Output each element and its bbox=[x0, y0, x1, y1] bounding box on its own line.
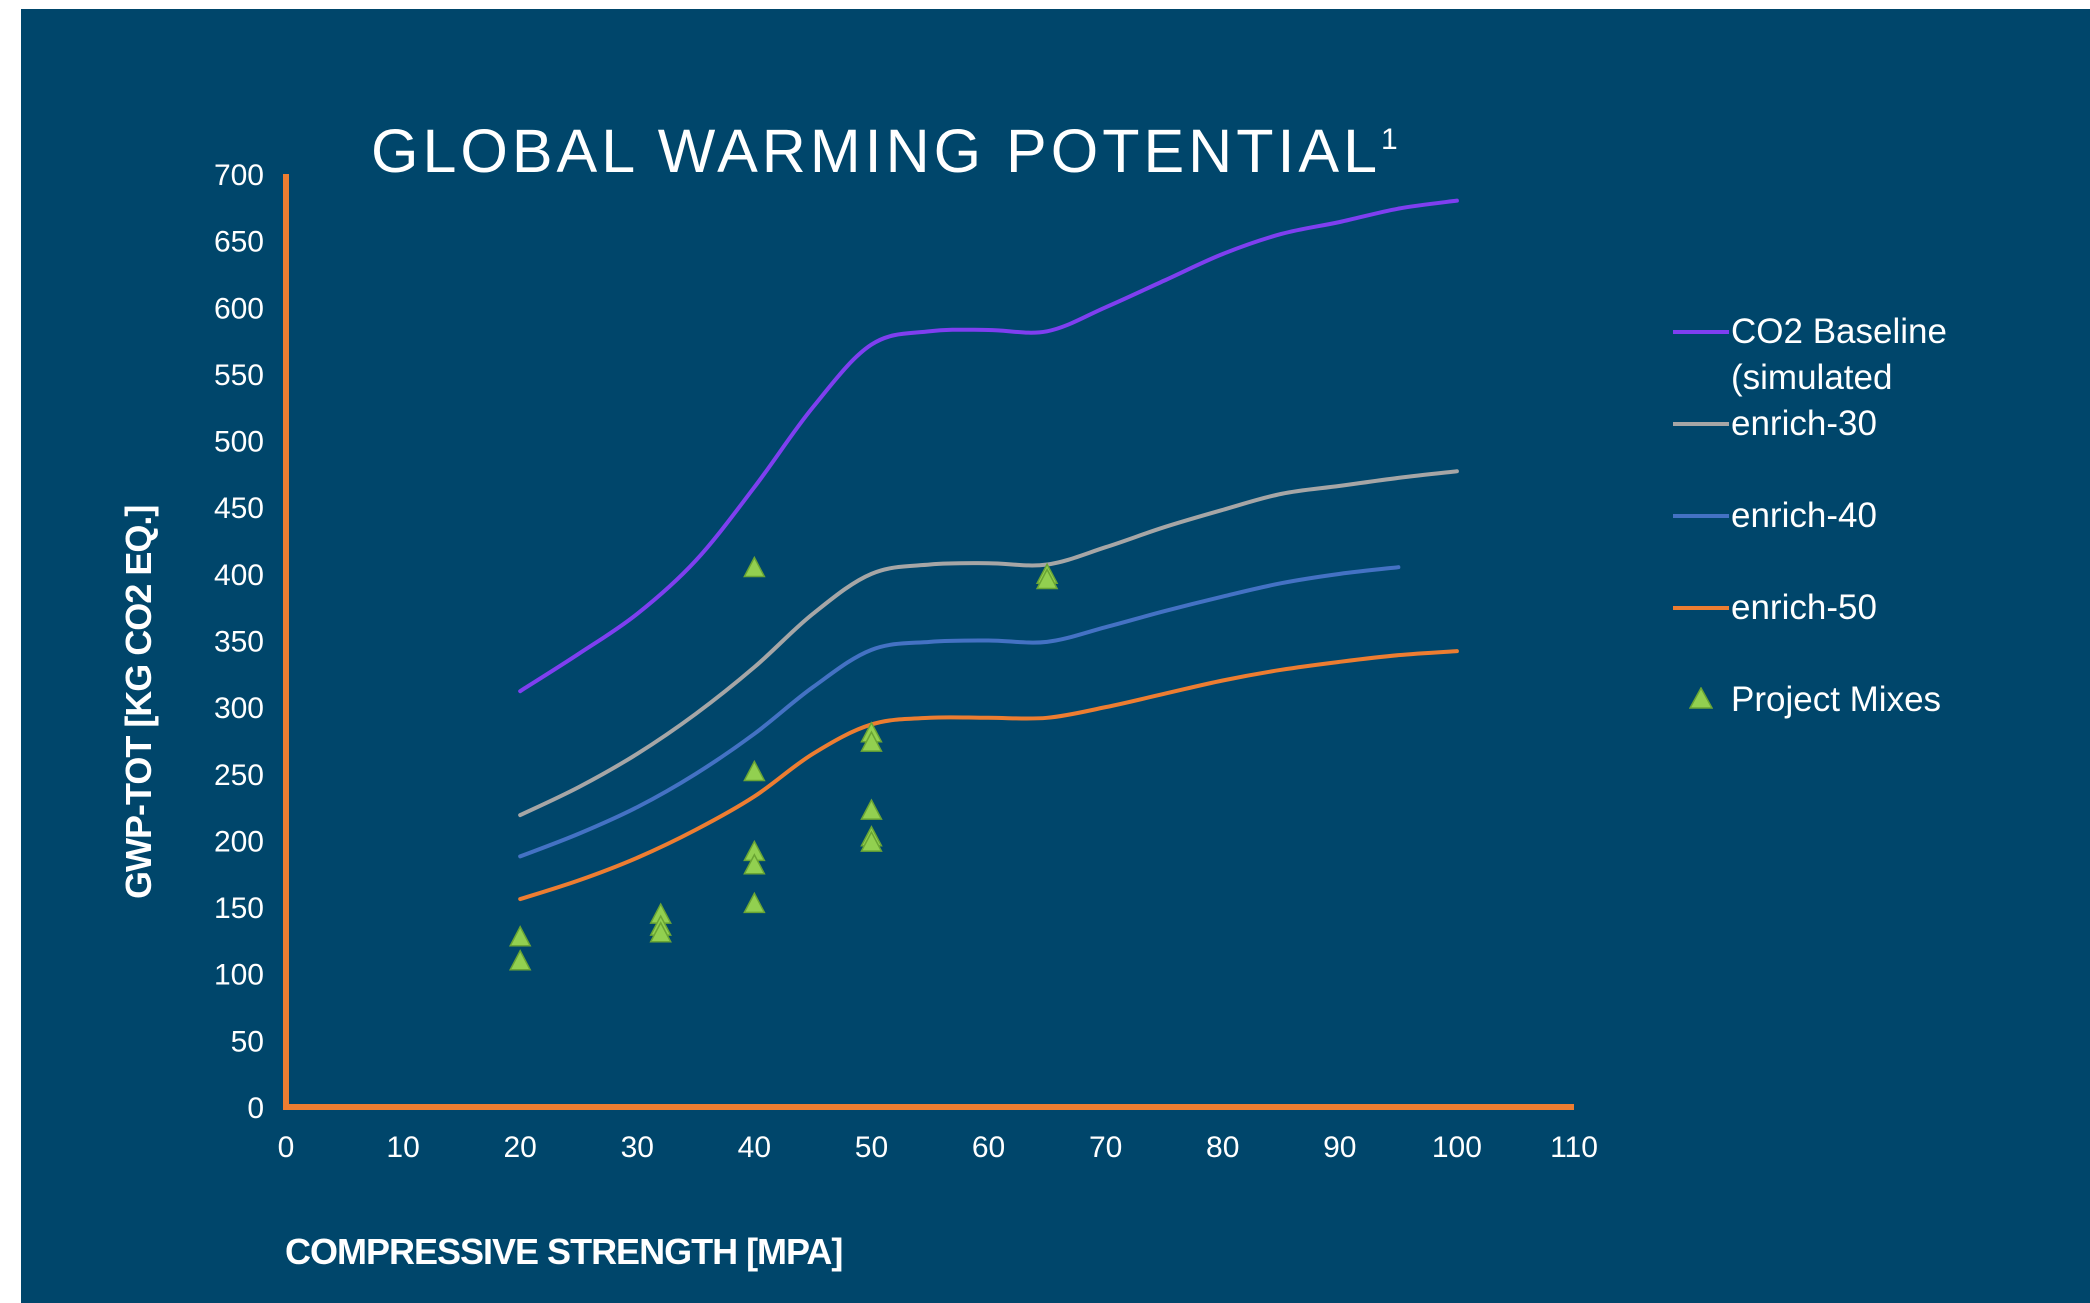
legend-label-project-mixes: Project Mixes bbox=[1731, 680, 1942, 719]
project-mix-point bbox=[860, 830, 883, 852]
project-mix-point bbox=[743, 853, 766, 875]
x-tick-label: 70 bbox=[1089, 1131, 1122, 1164]
legend-label-enrich-30: enrich-30 bbox=[1731, 404, 1877, 443]
chart-plot: 0501001502002503003504004505005506006507… bbox=[214, 159, 1598, 1164]
project-mix-point bbox=[508, 925, 532, 947]
x-tick-label: 40 bbox=[738, 1131, 771, 1164]
project-mix-point bbox=[508, 949, 532, 971]
tick-labels: 0501001502002503003504004505005506006507… bbox=[214, 159, 1598, 1164]
series-lines bbox=[518, 198, 1459, 902]
y-tick-label: 550 bbox=[214, 359, 264, 392]
y-tick-label: 0 bbox=[247, 1092, 264, 1125]
series-line-enrich-40 bbox=[518, 565, 1401, 859]
legend-swatch-project-mixes bbox=[1689, 687, 1713, 709]
legend-label-co2-baseline: CO2 Baseline (simulated bbox=[1731, 312, 1947, 397]
y-tick-label: 250 bbox=[214, 759, 264, 792]
x-tick-label: 20 bbox=[503, 1131, 536, 1164]
series-line-enrich-50 bbox=[518, 649, 1459, 902]
x-tick-label: 110 bbox=[1550, 1131, 1598, 1164]
y-tick-label: 650 bbox=[214, 226, 264, 259]
y-tick-label: 450 bbox=[214, 492, 264, 525]
y-tick-label: 350 bbox=[214, 626, 264, 659]
axes bbox=[283, 174, 1574, 1110]
title-superscript: 1 bbox=[1381, 123, 1398, 156]
legend-swatch-enrich-50 bbox=[1673, 606, 1729, 610]
legend-label-enrich-50: enrich-50 bbox=[1731, 588, 1877, 627]
y-tick-label: 50 bbox=[231, 1025, 264, 1058]
y-tick-label: 400 bbox=[214, 559, 264, 592]
x-tick-label: 50 bbox=[855, 1131, 888, 1164]
slide-background: 0 50 100 150 200 250 300 350 400 450 500 550 600 650 7… bbox=[21, 9, 2090, 1303]
project-mix-point bbox=[860, 798, 883, 820]
y-tick-label: 100 bbox=[214, 959, 264, 992]
project-mix-point bbox=[743, 759, 766, 782]
series-line-co2-baseline-simulated bbox=[518, 198, 1459, 694]
legend-swatch-enrich-40 bbox=[1673, 514, 1729, 518]
legend-label-enrich-40: enrich-40 bbox=[1731, 496, 1877, 535]
x-tick-label: 10 bbox=[386, 1131, 419, 1164]
chart-title: GLOBAL WARMING POTENTIAL1 bbox=[371, 121, 1398, 182]
project-mix-point bbox=[743, 555, 766, 578]
project-mix-point bbox=[1035, 567, 1059, 590]
legend-swatch-co2-baseline bbox=[1673, 330, 1729, 334]
y-tick-label: 300 bbox=[214, 692, 264, 725]
legend-swatch-enrich-30 bbox=[1673, 422, 1729, 426]
x-tick-label: 30 bbox=[621, 1131, 654, 1164]
chart-title-text: GLOBAL WARMING POTENTIAL bbox=[371, 117, 1382, 185]
series-line-enrich-30 bbox=[518, 469, 1459, 818]
x-tick-label: 0 bbox=[278, 1131, 295, 1164]
y-tick-label: 500 bbox=[214, 426, 264, 459]
y-axis-label: GWP-TOT [KG CO2 EQ.] bbox=[118, 505, 159, 899]
x-tick-label: 100 bbox=[1432, 1131, 1482, 1164]
y-tick-label: 200 bbox=[214, 825, 264, 858]
x-tick-label: 60 bbox=[972, 1131, 1005, 1164]
y-tick-label: 700 bbox=[214, 159, 264, 192]
x-tick-label: 90 bbox=[1323, 1131, 1356, 1164]
project-mix-points bbox=[508, 555, 1059, 971]
project-mix-point bbox=[743, 891, 766, 914]
project-mix-point bbox=[860, 730, 883, 752]
y-tick-label: 600 bbox=[214, 292, 264, 325]
y-tick-label: 150 bbox=[214, 892, 264, 925]
project-mix-point bbox=[649, 921, 672, 943]
x-axis-label: COMPRESSIVE STRENGTH [MPA] bbox=[285, 1231, 843, 1272]
x-tick-label: 80 bbox=[1206, 1131, 1239, 1164]
